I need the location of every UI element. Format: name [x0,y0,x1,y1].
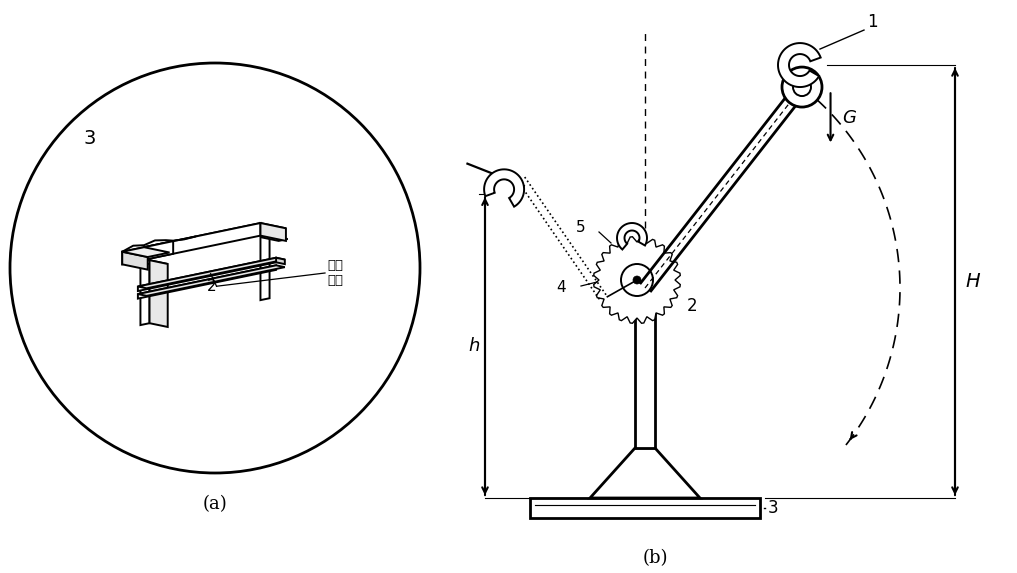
Circle shape [782,67,822,107]
Text: (b): (b) [643,549,668,567]
Polygon shape [617,223,647,249]
Polygon shape [276,258,285,264]
Polygon shape [144,223,286,253]
Polygon shape [260,236,270,300]
Text: 3: 3 [83,128,97,147]
Polygon shape [138,258,276,291]
Text: (a): (a) [202,495,228,513]
Text: 1: 1 [866,13,878,31]
Polygon shape [484,170,524,207]
Text: 4: 4 [556,281,565,296]
Bar [635,273,655,448]
Text: 2: 2 [206,278,217,294]
Circle shape [793,78,811,96]
Polygon shape [260,236,288,241]
Polygon shape [140,260,149,325]
Polygon shape [138,265,276,299]
Text: 3: 3 [768,499,779,517]
Circle shape [621,264,653,296]
Polygon shape [122,247,170,257]
Polygon shape [122,241,173,264]
Polygon shape [594,237,680,323]
Text: 冲击
方向: 冲击 方向 [327,259,343,287]
Polygon shape [122,252,147,270]
Polygon shape [590,448,700,498]
Polygon shape [778,43,821,87]
Text: G: G [842,109,856,127]
Text: 2: 2 [687,297,698,315]
Polygon shape [149,260,168,327]
Text: 5: 5 [577,221,586,236]
Text: H: H [965,272,979,291]
Bar [639,282,651,294]
Polygon shape [144,223,260,260]
Polygon shape [138,265,285,296]
Polygon shape [260,223,286,241]
Circle shape [633,276,641,284]
Polygon shape [138,258,285,288]
Polygon shape [140,260,168,266]
Text: h: h [469,337,480,355]
Bar [530,498,760,518]
